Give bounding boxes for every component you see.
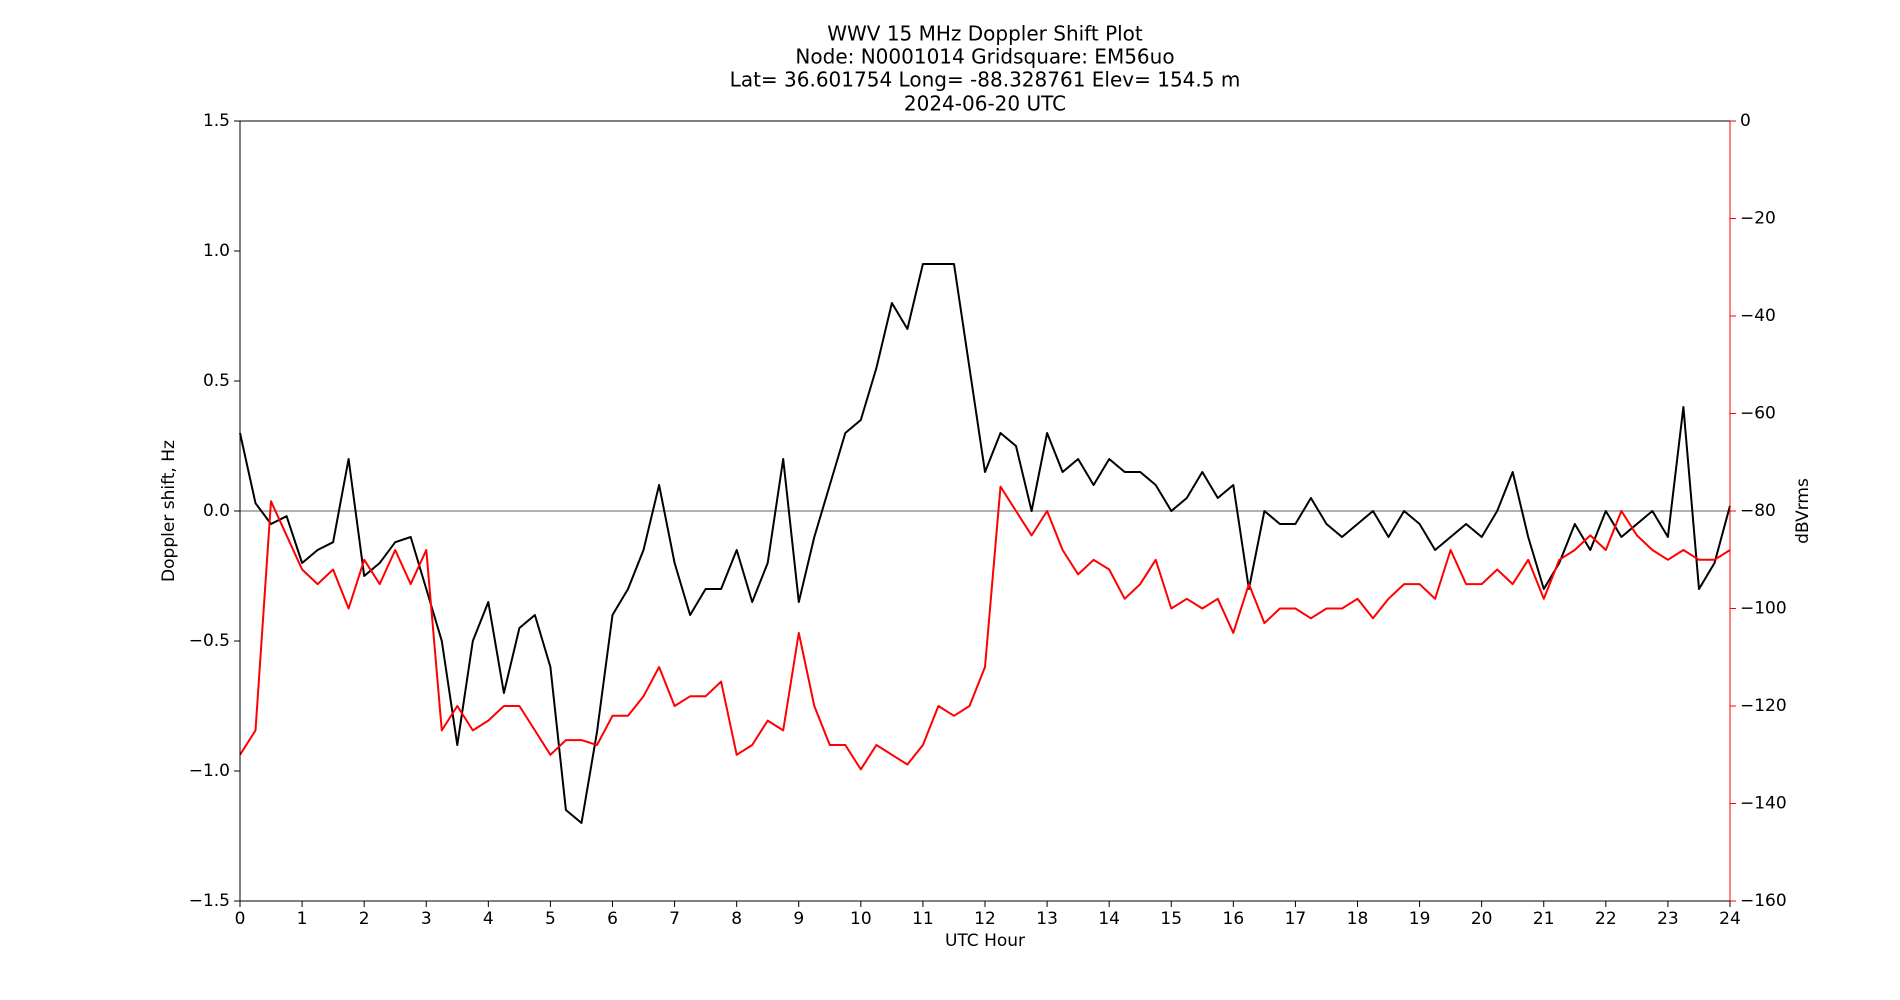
y-tick-label: −0.5 xyxy=(189,631,230,651)
y-tick-label: 0.0 xyxy=(203,501,230,521)
chart-subtitle: Lat= 36.601754 Long= -88.328761 Elev= 15… xyxy=(730,68,1241,92)
data-line xyxy=(239,263,1731,824)
x-tick-label: 13 xyxy=(1036,909,1058,929)
x-tick-label: 17 xyxy=(1285,909,1307,929)
x-tick-label: 9 xyxy=(793,909,804,929)
y2-axis-label: dBVrms xyxy=(1793,478,1813,544)
y2-tick-label: −80 xyxy=(1740,501,1776,521)
x-tick-label: 11 xyxy=(912,909,934,929)
x-tick-label: 22 xyxy=(1595,909,1617,929)
x-axis-label: UTC Hour xyxy=(945,931,1025,951)
y-tick-label: 1.5 xyxy=(203,111,230,131)
x-tick-label: 4 xyxy=(483,909,494,929)
chart-subtitle: 2024-06-20 UTC xyxy=(904,92,1066,116)
chart-title: WWV 15 MHz Doppler Shift Plot xyxy=(827,22,1143,46)
y2-tick-label: −160 xyxy=(1740,891,1787,911)
x-tick-label: 15 xyxy=(1160,909,1182,929)
data-line xyxy=(239,485,1731,771)
chart-subtitle: Node: N0001014 Gridsquare: EM56uo xyxy=(795,45,1174,69)
x-tick-label: 16 xyxy=(1223,909,1245,929)
x-tick-label: 18 xyxy=(1347,909,1369,929)
y2-tick-label: −20 xyxy=(1740,209,1776,229)
x-tick-label: 19 xyxy=(1409,909,1431,929)
y2-tick-label: −40 xyxy=(1740,306,1776,326)
x-tick-label: 24 xyxy=(1719,909,1741,929)
y-axis-label: Doppler shift, Hz xyxy=(159,440,179,582)
y2-tick-label: −140 xyxy=(1740,794,1787,814)
y2-tick-label: −120 xyxy=(1740,696,1787,716)
y-tick-label: −1.5 xyxy=(189,891,230,911)
x-tick-label: 5 xyxy=(545,909,556,929)
x-tick-label: 12 xyxy=(974,909,996,929)
x-tick-label: 20 xyxy=(1471,909,1493,929)
x-tick-label: 6 xyxy=(607,909,618,929)
y-tick-label: −1.0 xyxy=(189,761,230,781)
x-tick-label: 7 xyxy=(669,909,680,929)
y-tick-label: 0.5 xyxy=(203,371,230,391)
x-tick-label: 23 xyxy=(1657,909,1679,929)
x-tick-label: 1 xyxy=(297,909,308,929)
x-tick-label: 3 xyxy=(421,909,432,929)
x-tick-label: 14 xyxy=(1098,909,1120,929)
x-tick-label: 0 xyxy=(235,909,246,929)
y2-tick-label: −100 xyxy=(1740,599,1787,619)
x-tick-label: 8 xyxy=(731,909,742,929)
x-tick-label: 10 xyxy=(850,909,872,929)
y2-tick-label: −60 xyxy=(1740,404,1776,424)
x-tick-label: 21 xyxy=(1533,909,1555,929)
y2-tick-label: 0 xyxy=(1740,111,1751,131)
x-tick-label: 2 xyxy=(359,909,370,929)
y-tick-label: 1.0 xyxy=(203,241,230,261)
